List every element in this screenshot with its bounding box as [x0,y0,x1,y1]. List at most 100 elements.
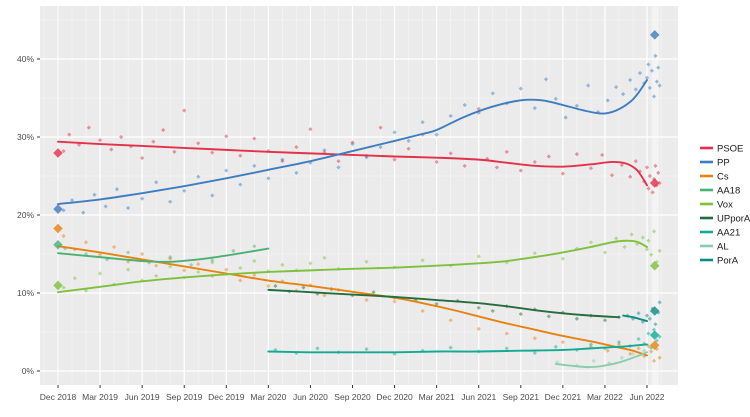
poll-point-PP [654,79,659,84]
poll-point-AA18 [168,255,173,260]
legend-label-Cs: Cs [717,172,729,183]
poll-point-Cs [448,318,453,323]
series-trend-Vox [57,239,648,294]
poll-point-Vox [560,256,565,261]
poll-point-PSOE [657,180,662,186]
poll-point-PP [656,65,661,70]
poll-point-AA21 [649,345,654,350]
poll-point-Vox [322,255,327,260]
poll-point-AA21 [504,346,509,351]
poll-point-PP [126,205,131,211]
poll-point-Cs [280,279,285,284]
poll-point-PP [543,77,549,82]
series-results-Vox [53,260,660,291]
poll-point-PP [649,68,655,73]
poll-point-PP [238,182,243,187]
series-points-PorA [625,300,662,327]
poll-point-PSOE [628,174,633,179]
poll-point-UPporA [273,283,278,289]
poll-point-Vox [588,240,594,245]
poll-point-PSOE [336,159,341,164]
election-result-PP [649,30,660,40]
x-tick-label: Dec 2018 [40,392,77,402]
poll-point-PSOE [518,168,523,173]
poll-point-PP [605,98,610,103]
poll-point-PorA [653,322,658,327]
poll-point-PSOE [653,163,658,168]
poll-point-AA18 [189,262,194,268]
poll-point-PSOE [560,171,565,176]
legend-item-PP: PP [700,158,730,169]
poll-point-PP [574,103,579,108]
poll-point-PP [92,192,97,197]
poll-point-UPporA [476,305,481,310]
poll-point-Vox [420,258,425,263]
poll-point-Cs [476,326,481,331]
poll-point-AA18 [104,257,110,262]
poll-point-PSOE [182,108,187,113]
poll-point-PP [406,138,411,143]
poll-point-AA18 [126,250,131,255]
poll-point-PSOE [646,186,651,191]
poll-point-Cs [182,268,187,273]
legend-label-UPporA: UPporA [717,214,750,225]
poll-point-Cs [642,354,647,359]
x-tick-label: Jun 2021 [461,392,496,402]
election-result-AA18 [53,240,63,250]
poll-point-Vox [72,276,77,281]
x-tick-label: Dec 2021 [545,392,582,402]
election-result-PP [53,204,63,214]
poll-point-Vox [154,273,159,278]
poll-point-Cs [628,351,633,356]
legend-item-AA18: AA18 [700,186,740,197]
y-tick-label: 10% [17,288,34,298]
poll-point-Vox [126,267,131,272]
election-result-PSOE [649,178,660,188]
poll-point-PP [621,92,626,97]
poll-point-PP [114,187,120,192]
poll-point-Cs [224,267,229,272]
series-trend-UPporA [267,288,620,319]
poll-point-Vox [657,248,662,253]
election-2022-band [651,6,659,385]
poll-point-AA21 [616,340,622,345]
poll-point-Vox [532,251,537,256]
poll-point-PP [586,83,591,88]
poll-point-PP [518,86,523,91]
poll-point-PP [434,132,439,137]
series-points-UPporA [273,283,622,323]
poll-point-Vox [196,269,201,275]
poll-point-PSOE [647,173,652,179]
legend-item-Vox: Vox [700,200,733,211]
poll-point-PP [657,83,662,88]
poll-point-AA21 [364,347,369,352]
poll-point-PorA [640,319,645,324]
poll-point-PSOE [67,132,72,137]
poll-point-Vox [364,259,369,264]
poll-point-AL [642,348,647,353]
poll-point-PP [140,196,145,201]
trend-line-PSOE [57,140,648,187]
poll-point-AL [630,351,636,356]
poll-point-PSOE [619,162,624,168]
poll-point-AA21 [532,350,537,356]
election-result-PSOE [53,148,63,158]
series-results-PSOE [53,148,660,188]
poll-point-PP [633,87,638,92]
poll-point-UPporA [518,311,523,317]
poll-point-PP [490,91,495,96]
poll-point-PSOE [252,136,257,141]
poll-point-PP [476,110,481,115]
poll-point-PP [563,115,568,120]
poll-point-PP [69,198,75,203]
series-points-PSOE [61,106,662,195]
poll-point-PP [637,70,643,76]
poll-point-AL [591,358,596,363]
poll-point-PorA [657,300,662,305]
poll-point-Cs [392,299,397,304]
poll-point-PSOE [294,145,299,150]
poll-point-PSOE [650,190,655,195]
poll-point-UPporA [315,291,320,296]
poll-point-UPporA [546,314,551,319]
